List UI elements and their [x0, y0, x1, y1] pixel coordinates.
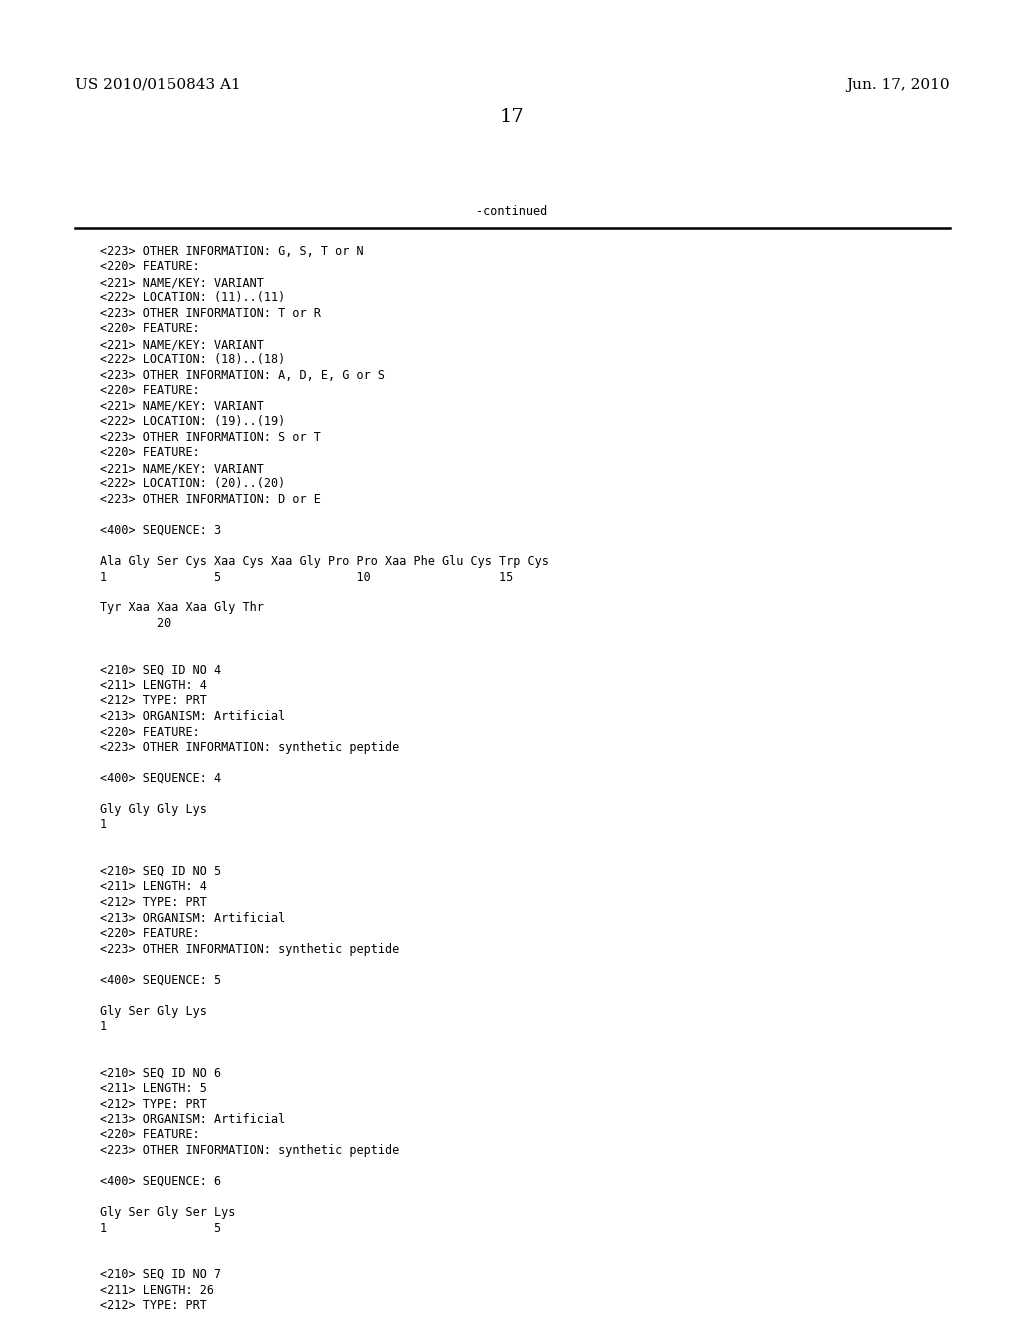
Text: <211> LENGTH: 4: <211> LENGTH: 4 [100, 678, 207, 692]
Text: 17: 17 [500, 108, 524, 125]
Text: <210> SEQ ID NO 5: <210> SEQ ID NO 5 [100, 865, 221, 878]
Text: <223> OTHER INFORMATION: D or E: <223> OTHER INFORMATION: D or E [100, 492, 321, 506]
Text: <210> SEQ ID NO 6: <210> SEQ ID NO 6 [100, 1067, 221, 1080]
Text: US 2010/0150843 A1: US 2010/0150843 A1 [75, 78, 241, 92]
Text: <220> FEATURE:: <220> FEATURE: [100, 927, 200, 940]
Text: <212> TYPE: PRT: <212> TYPE: PRT [100, 896, 207, 909]
Text: <212> TYPE: PRT: <212> TYPE: PRT [100, 1299, 207, 1312]
Text: Jun. 17, 2010: Jun. 17, 2010 [847, 78, 950, 92]
Text: Gly Gly Gly Lys: Gly Gly Gly Lys [100, 803, 207, 816]
Text: <212> TYPE: PRT: <212> TYPE: PRT [100, 1097, 207, 1110]
Text: <223> OTHER INFORMATION: S or T: <223> OTHER INFORMATION: S or T [100, 432, 321, 444]
Text: Gly Ser Gly Lys: Gly Ser Gly Lys [100, 1005, 207, 1018]
Text: <213> ORGANISM: Artificial: <213> ORGANISM: Artificial [100, 710, 286, 723]
Text: <223> OTHER INFORMATION: G, S, T or N: <223> OTHER INFORMATION: G, S, T or N [100, 246, 364, 257]
Text: 1               5: 1 5 [100, 1221, 221, 1234]
Text: <400> SEQUENCE: 5: <400> SEQUENCE: 5 [100, 974, 221, 986]
Text: <223> OTHER INFORMATION: synthetic peptide: <223> OTHER INFORMATION: synthetic pepti… [100, 1144, 399, 1158]
Text: <221> NAME/KEY: VARIANT: <221> NAME/KEY: VARIANT [100, 276, 264, 289]
Text: <220> FEATURE:: <220> FEATURE: [100, 260, 200, 273]
Text: <220> FEATURE:: <220> FEATURE: [100, 446, 200, 459]
Text: <213> ORGANISM: Artificial: <213> ORGANISM: Artificial [100, 1113, 286, 1126]
Text: <222> LOCATION: (18)..(18): <222> LOCATION: (18)..(18) [100, 354, 286, 367]
Text: <223> OTHER INFORMATION: synthetic peptide: <223> OTHER INFORMATION: synthetic pepti… [100, 942, 399, 956]
Text: <222> LOCATION: (19)..(19): <222> LOCATION: (19)..(19) [100, 416, 286, 429]
Text: <400> SEQUENCE: 3: <400> SEQUENCE: 3 [100, 524, 221, 537]
Text: <220> FEATURE:: <220> FEATURE: [100, 726, 200, 738]
Text: <222> LOCATION: (20)..(20): <222> LOCATION: (20)..(20) [100, 478, 286, 491]
Text: Ala Gly Ser Cys Xaa Cys Xaa Gly Pro Pro Xaa Phe Glu Cys Trp Cys: Ala Gly Ser Cys Xaa Cys Xaa Gly Pro Pro … [100, 554, 549, 568]
Text: <211> LENGTH: 5: <211> LENGTH: 5 [100, 1082, 207, 1096]
Text: <220> FEATURE:: <220> FEATURE: [100, 1129, 200, 1142]
Text: <223> OTHER INFORMATION: synthetic peptide: <223> OTHER INFORMATION: synthetic pepti… [100, 741, 399, 754]
Text: <223> OTHER INFORMATION: T or R: <223> OTHER INFORMATION: T or R [100, 308, 321, 319]
Text: <211> LENGTH: 26: <211> LENGTH: 26 [100, 1283, 214, 1296]
Text: <213> ORGANISM: Artificial: <213> ORGANISM: Artificial [100, 912, 286, 924]
Text: <221> NAME/KEY: VARIANT: <221> NAME/KEY: VARIANT [100, 400, 264, 413]
Text: <220> FEATURE:: <220> FEATURE: [100, 384, 200, 397]
Text: -continued: -continued [476, 205, 548, 218]
Text: 1: 1 [100, 818, 108, 832]
Text: <210> SEQ ID NO 4: <210> SEQ ID NO 4 [100, 664, 221, 676]
Text: Gly Ser Gly Ser Lys: Gly Ser Gly Ser Lys [100, 1206, 236, 1218]
Text: <223> OTHER INFORMATION: A, D, E, G or S: <223> OTHER INFORMATION: A, D, E, G or S [100, 370, 385, 381]
Text: <400> SEQUENCE: 6: <400> SEQUENCE: 6 [100, 1175, 221, 1188]
Text: 20: 20 [100, 616, 171, 630]
Text: Tyr Xaa Xaa Xaa Gly Thr: Tyr Xaa Xaa Xaa Gly Thr [100, 602, 264, 615]
Text: <210> SEQ ID NO 7: <210> SEQ ID NO 7 [100, 1269, 221, 1280]
Text: <400> SEQUENCE: 4: <400> SEQUENCE: 4 [100, 772, 221, 785]
Text: <220> FEATURE:: <220> FEATURE: [100, 322, 200, 335]
Text: <221> NAME/KEY: VARIANT: <221> NAME/KEY: VARIANT [100, 338, 264, 351]
Text: 1               5                   10                  15: 1 5 10 15 [100, 570, 513, 583]
Text: <211> LENGTH: 4: <211> LENGTH: 4 [100, 880, 207, 894]
Text: <212> TYPE: PRT: <212> TYPE: PRT [100, 694, 207, 708]
Text: <222> LOCATION: (11)..(11): <222> LOCATION: (11)..(11) [100, 292, 286, 305]
Text: <221> NAME/KEY: VARIANT: <221> NAME/KEY: VARIANT [100, 462, 264, 475]
Text: 1: 1 [100, 1020, 108, 1034]
